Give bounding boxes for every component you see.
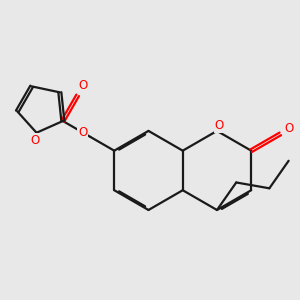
Text: O: O bbox=[214, 119, 224, 132]
Text: O: O bbox=[79, 79, 88, 92]
Text: O: O bbox=[78, 126, 87, 139]
Text: O: O bbox=[284, 122, 293, 135]
Text: O: O bbox=[30, 134, 40, 147]
